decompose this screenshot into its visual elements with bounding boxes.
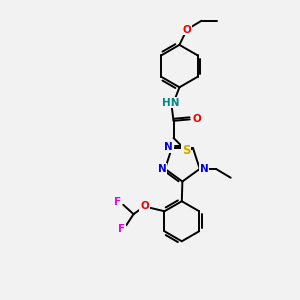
Text: N: N <box>200 164 208 174</box>
Text: N: N <box>164 142 173 152</box>
Text: F: F <box>114 197 122 207</box>
Text: HN: HN <box>163 98 180 108</box>
Text: O: O <box>182 25 191 34</box>
Text: O: O <box>140 201 149 211</box>
Text: F: F <box>118 224 125 234</box>
Text: N: N <box>158 164 167 174</box>
Text: O: O <box>193 114 202 124</box>
Text: S: S <box>182 144 190 157</box>
